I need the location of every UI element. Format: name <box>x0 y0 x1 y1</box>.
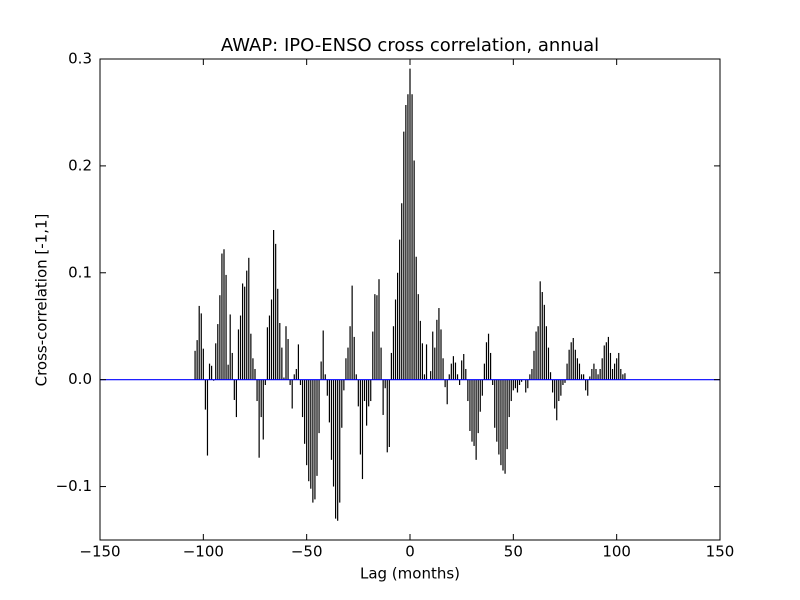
y-tick-label: 0.3 <box>68 50 92 68</box>
x-tick-label: −150 <box>79 543 120 561</box>
y-tick-label: 0.1 <box>68 263 92 281</box>
chart-title: AWAP: IPO-ENSO cross correlation, annual <box>221 35 599 56</box>
x-tick-label: 150 <box>706 543 735 561</box>
plot-frame <box>99 58 721 541</box>
y-tick-label: 0.0 <box>68 370 92 388</box>
x-tick-label: −50 <box>291 543 323 561</box>
y-tick-label: −0.1 <box>56 477 92 495</box>
x-tick-label: 100 <box>602 543 631 561</box>
x-tick-label: 50 <box>504 543 523 561</box>
x-tick-label: −100 <box>183 543 224 561</box>
x-axis-label: Lag (months) <box>360 565 460 583</box>
y-axis-label: Cross-correlation [-1,1] <box>33 214 51 387</box>
x-tick-label: 0 <box>405 543 415 561</box>
y-tick-label: 0.2 <box>68 156 92 174</box>
